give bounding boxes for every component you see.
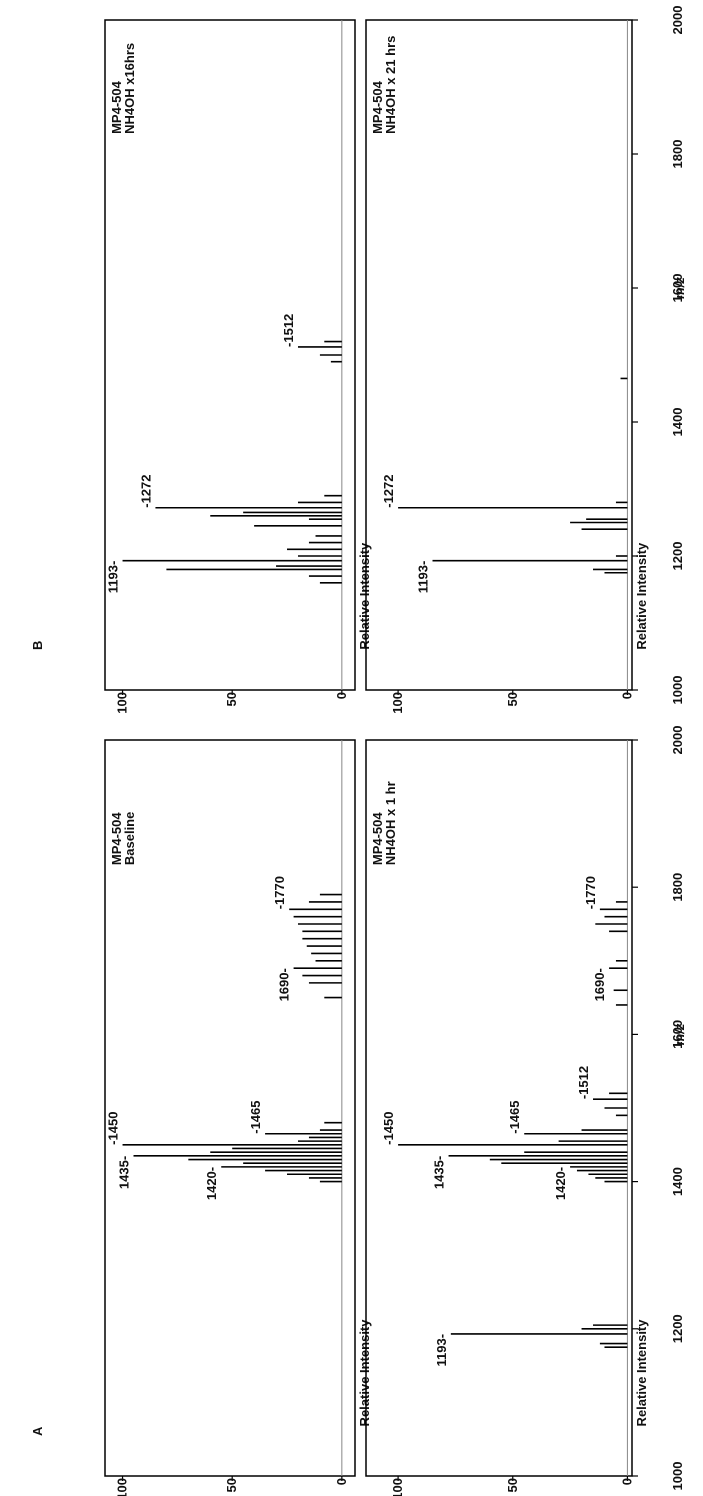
x-axis-label: m/z — [672, 277, 687, 299]
x-tick-label: 2000 — [670, 6, 685, 35]
y-tick-label: 100 — [115, 1478, 130, 1496]
plot-frame — [104, 739, 356, 1477]
peak-label: -1512 — [576, 1066, 591, 1099]
peak-label: -1465 — [507, 1101, 522, 1134]
x-tick-label: 1000 — [670, 1462, 685, 1491]
panel-annotation: NH4OH x 21 hrs — [383, 36, 398, 134]
y-tick-label: 0 — [334, 692, 349, 699]
plot-frame — [104, 19, 356, 691]
peak-label: -1272 — [381, 475, 396, 508]
y-axis-label: Relative Intensity — [634, 1319, 649, 1427]
x-tick-label: 1800 — [670, 140, 685, 169]
panel-label: A — [30, 1426, 45, 1436]
peak-label: -1770 — [272, 876, 287, 909]
x-tick-label: 1400 — [670, 408, 685, 437]
peak-label: -1450 — [381, 1112, 396, 1145]
x-tick-label: 1400 — [670, 1167, 685, 1196]
peak-label: 1690- — [277, 968, 292, 1001]
y-tick-label: 50 — [224, 1478, 239, 1492]
y-axis-label: Relative Intensity — [357, 1319, 372, 1427]
peak-label: -1512 — [281, 314, 296, 347]
x-tick-label: 1800 — [670, 873, 685, 902]
peak-label: 1690- — [592, 968, 607, 1001]
y-tick-label: 100 — [115, 692, 130, 714]
panel-annotation: MP4-504 — [109, 80, 124, 134]
y-tick-label: 50 — [224, 692, 239, 706]
x-tick-label: 1600 — [670, 1020, 685, 1049]
x-tick-label: 1000 — [670, 676, 685, 705]
y-tick-label: 50 — [505, 1478, 520, 1492]
x-tick-label: 1200 — [670, 542, 685, 571]
panel-annotation: MP4-504 — [370, 80, 385, 134]
panel-annotation: MP4-504 — [370, 812, 385, 866]
peak-label: 1420- — [553, 1167, 568, 1200]
x-tick-label: 2000 — [670, 726, 685, 755]
panel-annotation: NH4OH x 1 hr — [383, 781, 398, 865]
peak-label: -1272 — [138, 475, 153, 508]
y-tick-label: 0 — [334, 1478, 349, 1485]
peak-label: 1435- — [117, 1156, 132, 1189]
y-tick-label: 100 — [390, 1478, 405, 1496]
peak-label: 1420- — [204, 1167, 219, 1200]
y-tick-label: 100 — [390, 692, 405, 714]
peak-label: -1465 — [248, 1101, 263, 1134]
peak-label: 1193- — [416, 561, 431, 594]
panel-annotation: Baseline — [122, 812, 137, 865]
panel-annotation: NH4OH x16hrs — [122, 43, 137, 134]
y-tick-label: 0 — [619, 1478, 634, 1485]
peak-label: -1770 — [583, 876, 598, 909]
y-axis-label: Relative Intensity — [634, 542, 649, 650]
peak-label: 1435- — [432, 1156, 447, 1189]
x-tick-label: 1200 — [670, 1314, 685, 1343]
y-tick-label: 0 — [619, 692, 634, 699]
y-axis-label: Relative Intensity — [357, 542, 372, 650]
plot-frame — [365, 19, 633, 691]
x-axis-label: m/z — [672, 1023, 687, 1045]
peak-label: 1193- — [434, 1334, 449, 1367]
panel-label: B — [30, 641, 45, 650]
y-tick-label: 50 — [505, 692, 520, 706]
peak-label: 1193- — [106, 561, 121, 594]
x-tick-label: 1600 — [670, 274, 685, 303]
peak-label: -1450 — [106, 1112, 121, 1145]
panel-annotation: MP4-504 — [109, 812, 124, 866]
plot-frame — [365, 739, 633, 1477]
